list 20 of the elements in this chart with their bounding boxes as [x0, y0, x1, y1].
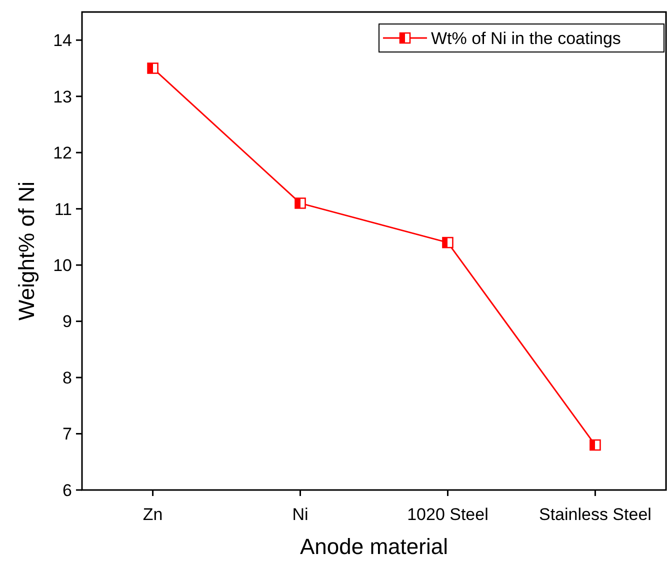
- y-tick-label: 13: [53, 87, 72, 106]
- x-tick-label: Ni: [292, 505, 308, 524]
- y-tick-label: 11: [54, 200, 72, 219]
- point: [147, 62, 158, 74]
- y-tick-label: 10: [53, 256, 72, 276]
- x-tick-label: 1020 Steel: [407, 505, 488, 524]
- y-tick-label: 6: [62, 480, 72, 500]
- point: [590, 439, 601, 451]
- y-tick-label: 7: [62, 424, 72, 444]
- y-tick-label: 9: [62, 312, 72, 332]
- y-tick-label: 8: [62, 368, 72, 388]
- y-axis-title: Weight% of Ni: [14, 182, 39, 320]
- x-axis-title: Anode material: [300, 534, 448, 559]
- y-tick-label: 12: [53, 144, 72, 163]
- point: [294, 198, 306, 209]
- legend-label: Wt% of Ni in the coatings: [431, 28, 621, 48]
- x-tick-label: Stainless Steel: [538, 505, 652, 524]
- point: [442, 236, 454, 248]
- x-tick-label: Zn: [142, 505, 163, 524]
- y-tick-label: 14: [53, 31, 72, 50]
